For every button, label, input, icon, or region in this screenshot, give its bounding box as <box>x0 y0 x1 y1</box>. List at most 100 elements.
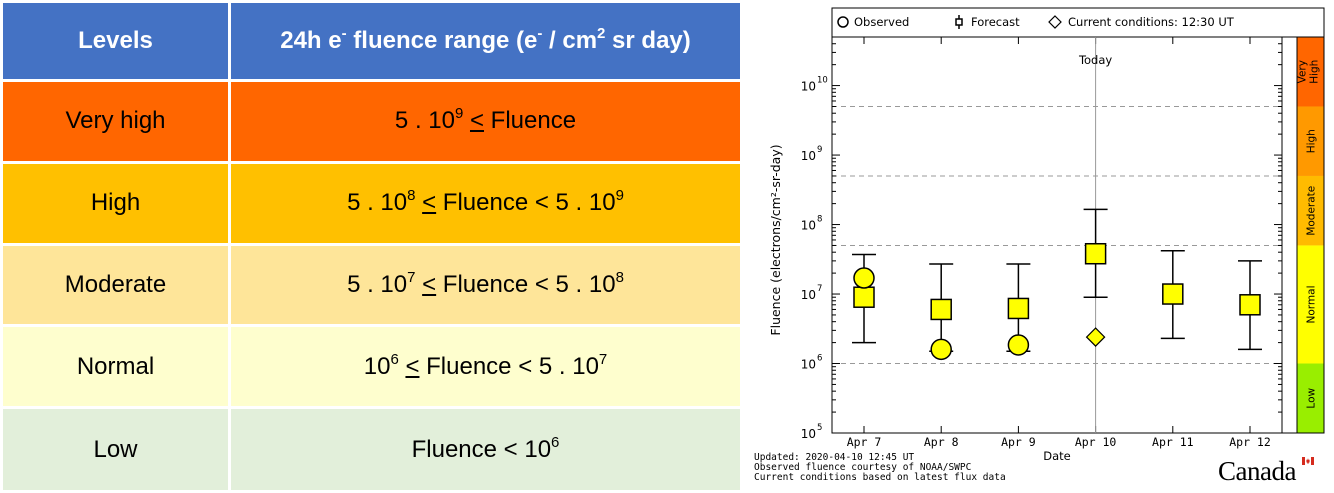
fluence-forecast-chart: Observed Forecast Current conditions: 12:3… <box>744 0 1334 493</box>
level-band <box>1297 37 1324 107</box>
level-band-label: Low <box>1306 388 1318 409</box>
range-exponent: 8 <box>407 187 416 205</box>
range-text: Fluence < 5 . 10 <box>436 270 616 298</box>
range-text: Fluence <box>484 107 577 135</box>
level-band <box>1297 363 1324 433</box>
range-text: Fluence < 10 <box>411 435 552 463</box>
y-tick-exponent: 6 <box>817 354 822 364</box>
forecast-point <box>1007 297 1030 320</box>
y-tick-label: 10 <box>801 149 816 163</box>
level-band <box>1297 245 1324 364</box>
canada-flag-icon <box>1302 457 1314 465</box>
x-tick-label: Apr 9 <box>1001 435 1036 449</box>
x-tick-label: Apr 7 <box>847 435 882 449</box>
level-cell: Low <box>0 406 231 493</box>
legend-forecast-marker <box>955 18 963 26</box>
y-tick-label: 10 <box>801 80 816 94</box>
y-tick-label: 10 <box>801 288 816 302</box>
today-label: Today <box>1078 53 1112 67</box>
range-cell: 106 < Fluence < 5 . 107 <box>228 324 743 410</box>
table-row: Moderate 5 . 107 < Fluence < 5 . 108 <box>0 242 743 328</box>
level-band-label: Normal <box>1306 285 1318 323</box>
x-tick-label: Apr 12 <box>1229 435 1271 449</box>
legend-current-label: Current conditions: 12:30 UT <box>1068 15 1235 29</box>
range-cell: 5 . 108 < Fluence < 5 . 109 <box>228 160 743 246</box>
x-tick-label: Apr 11 <box>1152 435 1194 449</box>
range-exponent: 9 <box>615 187 624 205</box>
forecast-point <box>853 286 875 308</box>
range-less-equal: < <box>405 352 420 380</box>
range-text: 5 . 10 <box>347 270 408 298</box>
range-text: Fluence < 5 . 10 <box>419 352 599 380</box>
header-range-units: / cm <box>542 27 598 54</box>
range-exponent: 8 <box>615 268 624 286</box>
level-band-frame <box>1296 36 1325 434</box>
range-less-equal: < <box>422 189 437 217</box>
observed-point <box>1007 334 1030 356</box>
x-axis-label: Date <box>1043 449 1071 463</box>
header-range-sup-1: - <box>341 25 347 42</box>
range-text: Fluence < 5 . 10 <box>436 189 616 217</box>
level-cell: High <box>0 160 231 246</box>
chart-canvas: Observed Forecast Current conditions: 12:3… <box>768 7 1325 463</box>
header-range-sup-2: - <box>537 25 543 42</box>
y-tick-exponent: 7 <box>817 284 822 294</box>
legend-box <box>831 7 1325 38</box>
range-exponent: 6 <box>390 350 399 368</box>
range-exponent: 7 <box>407 268 416 286</box>
band-gap <box>1281 36 1298 434</box>
header-levels: Levels <box>0 0 231 82</box>
header-range-sup-3: 2 <box>597 25 606 42</box>
forecast-point <box>1239 294 1261 316</box>
range-cell: 5 . 107 < Fluence < 5 . 108 <box>228 242 743 328</box>
level-band-label: High <box>1306 129 1318 153</box>
table-header-row: Levels 24h e- fluence range (e- / cm2 sr… <box>0 0 743 82</box>
range-less-equal: < <box>422 270 437 298</box>
forecast-point <box>930 298 952 321</box>
range-text: 10 <box>363 352 391 380</box>
legend-observed-label: Observed <box>854 15 909 29</box>
current-conditions-point <box>1085 327 1106 347</box>
y-tick-exponent: 9 <box>817 145 822 155</box>
forecast-point <box>1162 283 1184 305</box>
canada-wordmark-logo: Canada <box>1218 456 1296 486</box>
level-cell: Normal <box>0 324 231 410</box>
plot-area <box>831 36 1283 434</box>
y-tick-label: 10 <box>801 427 816 441</box>
range-text: 5 . 10 <box>347 189 408 217</box>
level-band-label: Very <box>1297 60 1309 83</box>
range-less-equal: < <box>469 107 484 135</box>
level-band-label: Moderate <box>1306 186 1318 236</box>
range-exponent: 7 <box>598 350 608 368</box>
x-tick-label: Apr 10 <box>1075 435 1117 449</box>
header-range-suffix: sr day) <box>605 27 691 54</box>
fluence-levels-table: Levels 24h e- fluence range (e- / cm2 sr… <box>0 0 743 493</box>
y-tick-label: 10 <box>801 219 816 233</box>
header-range-mid: fluence range (e <box>346 27 538 54</box>
range-text: 5 . 10 <box>394 107 455 135</box>
range-exponent: 6 <box>551 433 560 451</box>
observed-point <box>853 267 875 289</box>
legend-forecast-label: Forecast <box>971 15 1020 29</box>
legend-current-marker <box>1048 15 1062 29</box>
level-cell: Moderate <box>0 242 231 328</box>
level-band <box>1297 106 1324 176</box>
footer-line-courtesy: Observed fluence courtesy of NOAA/SWPC <box>754 462 972 473</box>
range-text <box>463 107 470 134</box>
level-band-label: High <box>1309 60 1321 84</box>
y-tick-label: 10 <box>801 358 816 372</box>
table-row: Normal 106 < Fluence < 5 . 107 <box>0 324 743 410</box>
table-row: Very high 5 . 109 < Fluence <box>0 79 743 164</box>
range-cell: Fluence < 106 <box>228 406 743 493</box>
legend-observed-marker <box>837 16 849 28</box>
x-tick-label: Apr 8 <box>924 435 959 449</box>
range-cell: 5 . 109 < Fluence <box>228 79 743 164</box>
header-fluence-range: 24h e- fluence range (e- / cm2 sr day) <box>228 0 743 82</box>
y-tick-exponent: 10 <box>817 76 828 86</box>
table-row: High 5 . 108 < Fluence < 5 . 109 <box>0 160 743 246</box>
level-cell: Very high <box>0 79 231 164</box>
forecast-point <box>1084 242 1107 265</box>
footer-line-conditions: Current conditions based on latest flux … <box>754 472 1006 483</box>
footer-line-updated: Updated: 2020-04-10 12:45 UT <box>754 452 915 463</box>
y-tick-exponent: 8 <box>817 215 822 225</box>
